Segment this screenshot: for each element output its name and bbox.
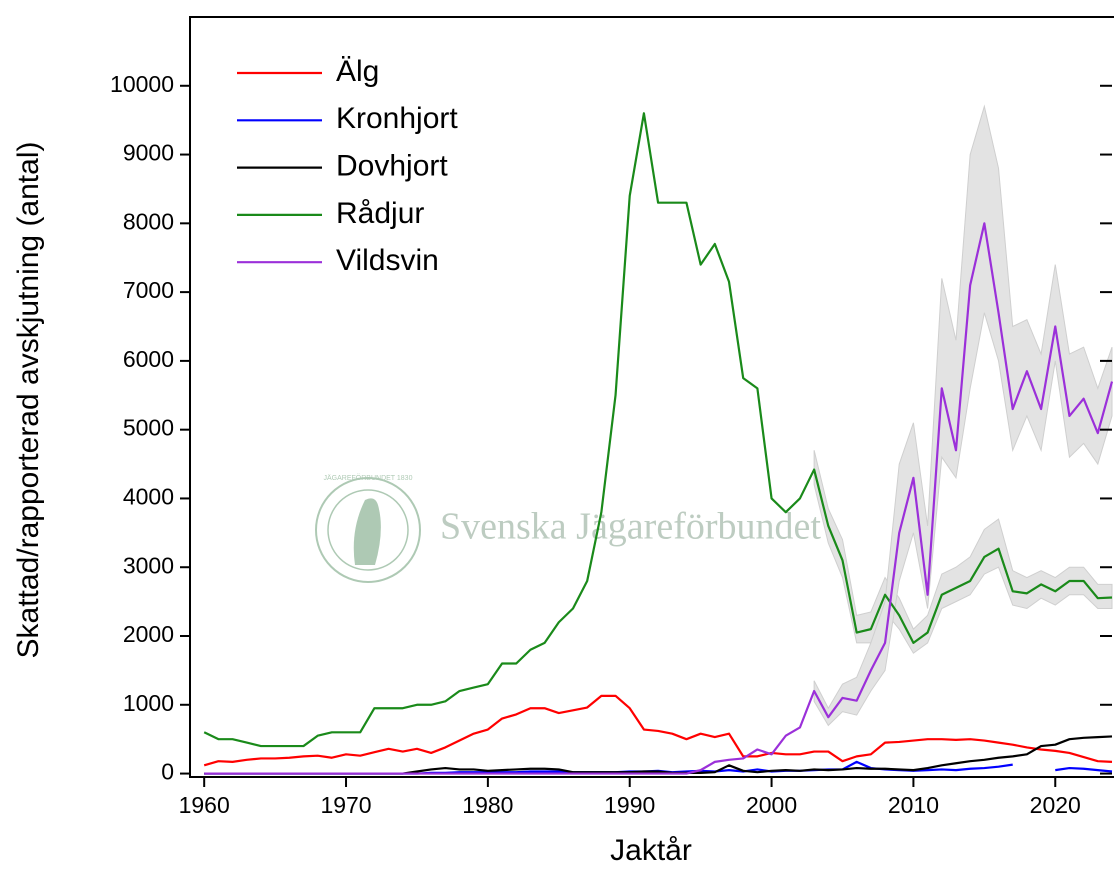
x-tick-label: 2000 [746,792,797,818]
legend-label: Rådjur [336,197,424,230]
watermark-bird [353,498,381,565]
x-tick-label: 1990 [604,792,655,818]
x-tick-label: 2010 [888,792,939,818]
x-tick-label: 1960 [179,792,230,818]
confidence-band [813,450,1113,654]
y-tick-label: 3000 [123,552,174,578]
plot-frame [189,16,1114,778]
plot-area [203,104,1114,775]
y-tick-label: 0 [161,759,174,785]
series-line [203,694,1113,767]
y-tick-label: 8000 [123,208,174,234]
legend-label: Kronhjort [336,102,458,135]
y-tick-label: 6000 [123,346,174,372]
watermark-text: Svenska Jägareförbundet [440,506,821,548]
y-axis-label: Skattad/rapporterad avskjutning (antal) [12,142,45,659]
watermark-logo-ring [327,489,409,571]
legend-label: Älg [336,55,379,88]
legend-label: Dovhjort [336,150,448,183]
watermark-logo-text: JÄGAREFÖRBUNDET 1830 [324,474,413,482]
x-tick-label: 1980 [462,792,513,818]
y-tick-label: 7000 [123,277,174,303]
y-tick-label: 1000 [123,690,174,716]
y-tick-label: 10000 [110,71,174,97]
y-tick-label: 4000 [123,484,174,510]
y-tick-label: 2000 [123,621,174,647]
x-axis-label: Jaktår [610,834,692,867]
series-line [203,112,1113,748]
series-line [204,222,1114,775]
y-tick-label: 5000 [123,415,174,441]
legend: Älg Kronhjort Dovhjort Rådjur Vildsvin [237,55,458,277]
watermark: JÄGAREFÖRBUNDET 1830 Svenska Jägareförbu… [315,474,821,583]
x-tick-label: 1970 [320,792,371,818]
confidence-band [813,104,1113,727]
x-tick-label: 2020 [1030,792,1081,818]
watermark-logo [315,477,421,583]
legend-label: Vildsvin [336,244,439,277]
y-tick-label: 9000 [123,140,174,166]
